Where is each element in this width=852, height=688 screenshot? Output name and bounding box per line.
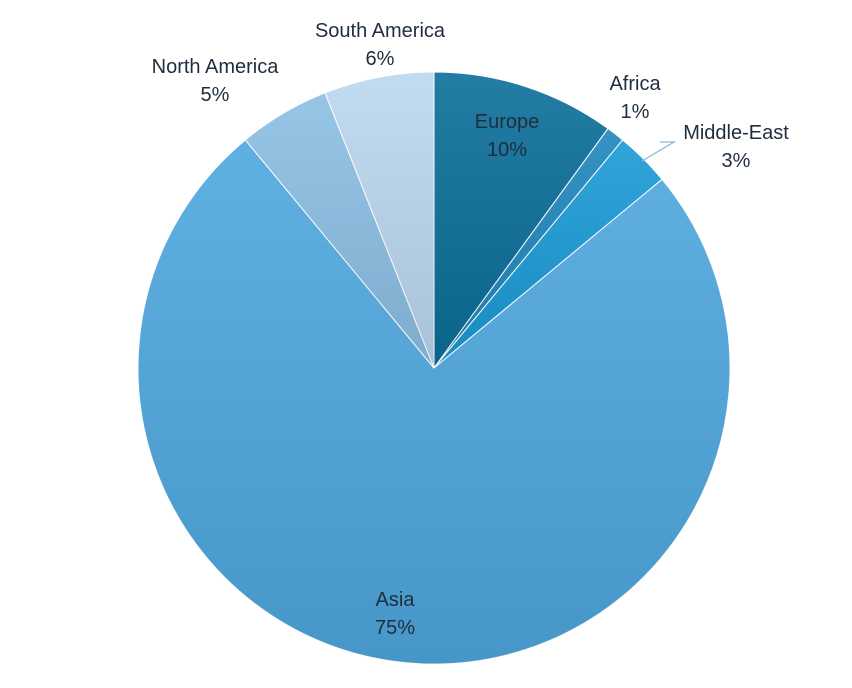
pie-slice-shade-asia [137, 139, 730, 664]
slice-label-south-america: South America [315, 20, 446, 42]
slice-label-africa: Africa [609, 73, 661, 95]
slice-value-asia: 75% [375, 617, 415, 639]
pie-slice-shade-north-america [245, 92, 434, 368]
leader-line-middle-east [641, 141, 677, 162]
slice-label-north-america: North America [152, 56, 280, 78]
slices-layer [137, 71, 731, 665]
slice-value-middle-east: 3% [722, 150, 751, 172]
slice-value-africa: 1% [621, 101, 650, 123]
slice-value-south-america: 6% [366, 48, 395, 70]
pie-slice-shade-europe [434, 72, 608, 368]
slice-label-europe: Europe [475, 111, 540, 133]
slice-value-europe: 10% [487, 139, 527, 161]
pie-slice-shade-africa [434, 128, 623, 368]
slice-label-asia: Asia [376, 589, 416, 611]
pie-slice-shade-middle-east [434, 139, 663, 368]
slice-label-middle-east: Middle-East [683, 122, 789, 144]
slice-value-north-america: 5% [201, 84, 230, 106]
labels-layer: Europe 10% Africa 1% Middle-East 3% Asia 75% Nor… [152, 20, 790, 639]
pie-slice-shade-south-america [325, 72, 434, 368]
